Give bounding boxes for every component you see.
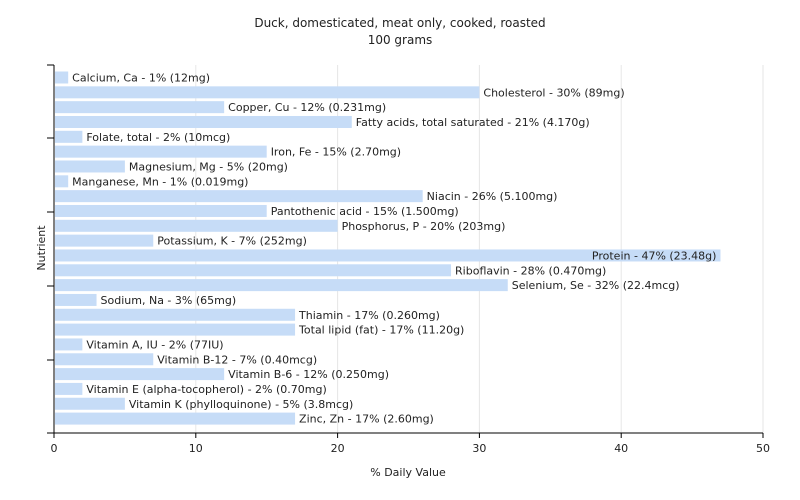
bar-15 [55,293,97,306]
bar-0 [55,71,69,84]
bar-label-5: Iron, Fe - 15% (2.70mg) [271,146,401,159]
y-axis-label: Nutrient [35,225,48,271]
x-axis-label: % Daily Value [370,466,446,479]
bar-2 [55,101,225,114]
bar-7 [55,175,69,188]
bar-8 [55,190,423,203]
bar-label-4: Folate, total - 2% (10mcg) [86,131,230,144]
bar-22 [55,397,125,410]
bar-label-2: Copper, Cu - 12% (0.231mg) [228,101,386,114]
bar-10 [55,219,338,232]
bar-17 [55,323,296,336]
chart-title-text: Duck, domesticated, meat only, cooked, r… [254,16,545,30]
bar-label-23: Zinc, Zn - 17% (2.60mg) [299,413,434,426]
bar-label-15: Sodium, Na - 3% (65mg) [101,294,237,307]
bar-label-8: Niacin - 26% (5.100mg) [427,190,558,203]
bar-13 [55,264,452,277]
bar-label-9: Pantothenic acid - 15% (1.500mg) [271,205,459,218]
bar-label-11: Potassium, K - 7% (252mg) [157,235,307,248]
bar-3 [55,115,352,128]
bar-12 [55,249,721,262]
x-tick-label-50: 50 [756,442,770,455]
bar-16 [55,308,296,321]
bars: Calcium, Ca - 1% (12mg) Cholesterol - 30%… [55,71,721,426]
bar-label-21: Vitamin E (alpha-tocopherol) - 2% (0.70m… [86,383,326,396]
bar-11 [55,234,154,247]
axes [53,65,763,434]
bar-4 [55,130,83,143]
x-tick-label-10: 10 [189,442,203,455]
bar-5 [55,145,267,158]
bar-18 [55,338,83,351]
bar-label-3: Fatty acids, total saturated - 21% (4.17… [356,116,590,129]
bar-label-19: Vitamin B-12 - 7% (0.40mcg) [157,353,317,366]
bar-label-7: Manganese, Mn - 1% (0.019mg) [72,175,248,188]
bar-label-1: Cholesterol - 30% (89mg) [483,86,624,99]
bar-label-13: Riboflavin - 28% (0.470mg) [455,264,606,277]
bar-label-0: Calcium, Ca - 1% (12mg) [72,72,210,85]
x-axis-ticks: 0 10 20 30 40 50 [47,64,770,455]
bar-label-6: Magnesium, Mg - 5% (20mg) [129,160,288,173]
bar-label-17: Total lipid (fat) - 17% (11.20g) [298,324,464,337]
x-tick-label-0: 0 [51,442,58,455]
bar-label-14: Selenium, Se - 32% (22.4mcg) [512,279,680,292]
x-tick-label-30: 30 [472,442,486,455]
chart-title: Duck, domesticated, meat only, cooked, r… [254,16,545,47]
bar-label-22: Vitamin K (phylloquinone) - 5% (3.8mcg) [129,398,353,411]
x-tick-label-40: 40 [614,442,628,455]
bar-20 [55,368,225,381]
bar-21 [55,382,83,395]
bar-1 [55,86,480,99]
bar-label-10: Phosphorus, P - 20% (203mg) [342,220,506,233]
chart-subtitle-text: 100 grams [368,33,433,47]
bar-19 [55,353,154,366]
bar-label-12: Protein - 47% (23.48g) [592,249,717,262]
bar-14 [55,279,508,292]
bar-23 [55,412,296,425]
bar-6 [55,160,125,173]
x-tick-label-20: 20 [331,442,345,455]
bar-label-16: Thiamin - 17% (0.260mg) [298,309,440,322]
bar-label-20: Vitamin B-6 - 12% (0.250mg) [228,368,389,381]
bar-9 [55,204,267,217]
bar-label-18: Vitamin A, IU - 2% (77IU) [86,338,223,351]
